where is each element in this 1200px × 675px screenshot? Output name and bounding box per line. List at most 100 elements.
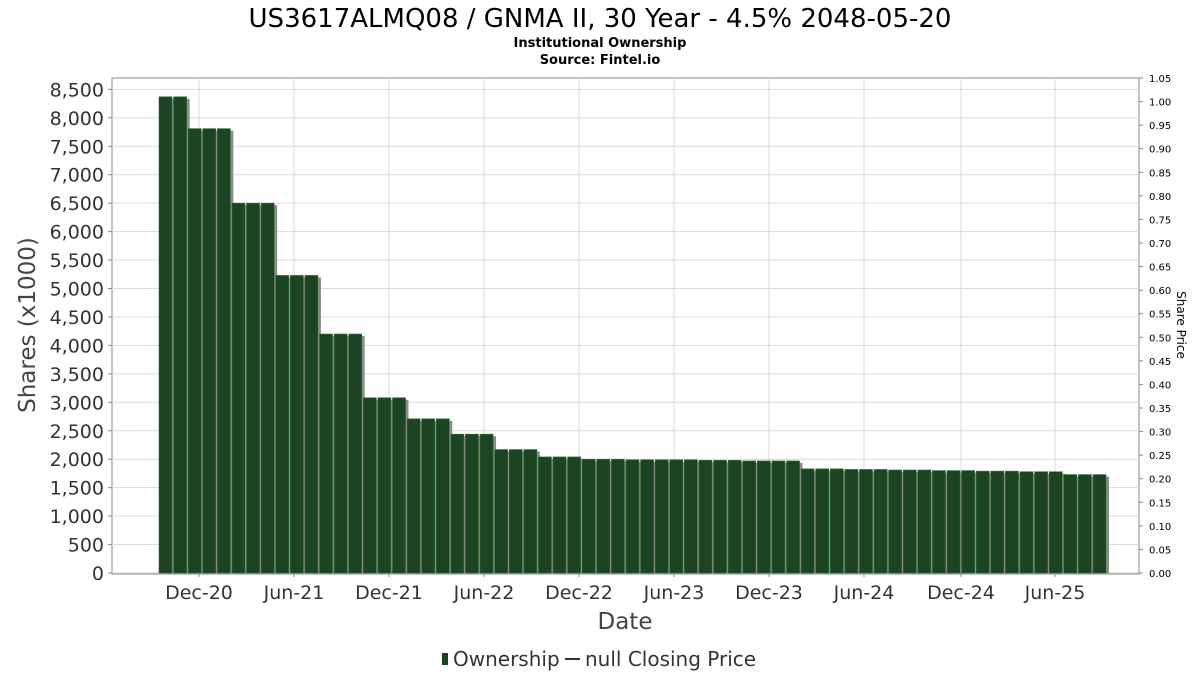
ownership-bar (494, 449, 508, 574)
ownership-bar (581, 458, 596, 574)
ownership-bar (538, 456, 552, 574)
y2-axis-ticks: 0.00 0.05 0.10 0.15 0.20 0.25 0.30 0.35 0.40 0.45… (1139, 74, 1171, 580)
ownership-bar (187, 128, 202, 574)
ownership-bar (859, 469, 873, 574)
ownership-bar (202, 128, 217, 574)
y2-tick-label: 0.25 (1149, 451, 1171, 462)
ownership-bar (392, 397, 406, 574)
y-tick-label: 7,500 (50, 136, 104, 158)
legend: Ownership null Closing Price (442, 647, 756, 671)
x-axis-ticks: Dec-20 Jun-21 Dec-21 Jun-22 Dec-22 Jun-23 Dec-… (165, 573, 1085, 604)
ownership-bar (348, 333, 363, 574)
legend-ownership-label: Ownership (453, 647, 560, 671)
ownership-bar (742, 460, 757, 574)
ownership-bar (917, 469, 932, 574)
x-tick-label: Jun-25 (1024, 582, 1086, 604)
x-tick-label: Dec-20 (165, 582, 233, 604)
ownership-bar (450, 433, 465, 574)
y-axis-label: Shares (x1000) (15, 237, 41, 413)
y-axis-ticks: 0 500 1,000 1,500 2,000 2,500 3,000 3,500 4,000 4… (50, 79, 112, 585)
ownership-bar (567, 456, 581, 574)
y-tick-label: 0 (92, 563, 104, 585)
ownership-bar (158, 96, 173, 574)
ownership-bar (757, 460, 771, 574)
y2-tick-label: 1.05 (1149, 74, 1171, 85)
ownership-bar (873, 469, 888, 574)
legend-ownership-swatch (442, 653, 448, 665)
ownership-bar (1078, 474, 1092, 574)
ownership-bar (684, 459, 698, 574)
x-tick-label: Dec-24 (927, 582, 995, 604)
chart-subtitle-2: Source: Fintel.io (540, 53, 661, 68)
y2-tick-label: 0.95 (1149, 121, 1171, 132)
ownership-bar (713, 460, 727, 574)
y2-tick-label: 0.70 (1149, 239, 1171, 250)
ownership-bar (830, 468, 844, 574)
y-tick-label: 6,500 (50, 193, 104, 215)
ownership-bar (246, 202, 260, 574)
y-tick-label: 2,000 (50, 449, 104, 471)
ownership-bar (844, 469, 859, 574)
y2-tick-label: 0.80 (1149, 192, 1171, 203)
y2-tick-label: 0.40 (1149, 380, 1171, 391)
ownership-bar (771, 460, 786, 574)
ownership-bar (611, 458, 625, 574)
ownership-bar (275, 275, 290, 574)
x-tick-label: Jun-22 (453, 582, 515, 604)
ownership-bar (260, 202, 275, 574)
y2-tick-label: 0.45 (1149, 357, 1171, 368)
y-tick-label: 2,500 (50, 421, 104, 443)
ownership-bar (625, 459, 640, 574)
ownership-bar (669, 459, 684, 574)
y2-tick-label: 0.60 (1149, 286, 1171, 297)
y-tick-label: 5,000 (50, 279, 104, 301)
y-tick-label: 5,500 (50, 250, 104, 272)
ownership-bar (552, 456, 567, 574)
ownership-bar (173, 96, 187, 574)
ownership-bar (1005, 470, 1019, 574)
y2-tick-label: 0.75 (1149, 215, 1171, 226)
ownership-bar (596, 458, 611, 574)
y2-axis-label: Share Price (1174, 291, 1188, 359)
ownership-bar (640, 459, 654, 574)
y-tick-label: 4,000 (50, 335, 104, 357)
ownership-bar (990, 470, 1005, 574)
y2-tick-label: 0.35 (1149, 404, 1171, 415)
ownership-bar (479, 433, 494, 574)
x-tick-label: Jun-21 (263, 582, 325, 604)
bar-series-ownership (158, 96, 1109, 574)
x-tick-label: Dec-22 (545, 582, 613, 604)
ownership-bar (319, 333, 333, 574)
y2-tick-label: 0.55 (1149, 310, 1171, 321)
ownership-bar (523, 449, 538, 574)
ownership-bar (815, 468, 830, 574)
y2-tick-label: 0.15 (1149, 498, 1171, 509)
y-tick-label: 8,000 (50, 108, 104, 130)
ownership-bar (1048, 471, 1063, 574)
ownership-bar (786, 460, 800, 574)
ownership-bar (975, 470, 990, 574)
y2-tick-label: 0.05 (1149, 545, 1171, 556)
ownership-bar (800, 468, 815, 574)
ownership-bar (1092, 474, 1107, 574)
ownership-bar (290, 275, 304, 574)
x-axis-label: Date (598, 609, 653, 635)
ownership-bar (377, 397, 392, 574)
y2-tick-label: 0.10 (1149, 522, 1171, 533)
y-tick-label: 6,000 (50, 222, 104, 244)
ownership-bar (1034, 471, 1048, 574)
ownership-bar (698, 460, 713, 574)
x-tick-label: Dec-23 (735, 582, 803, 604)
ownership-bar (435, 418, 450, 574)
ownership-bar (654, 459, 669, 574)
y2-tick-label: 0.65 (1149, 263, 1171, 274)
ownership-bar (902, 469, 917, 574)
chart-title: US3617ALMQ08 / GNMA II, 30 Year - 4.5% 2… (249, 4, 952, 34)
x-tick-label: Jun-23 (643, 582, 705, 604)
y-tick-label: 3,000 (50, 392, 104, 414)
y-tick-label: 1,000 (50, 506, 104, 528)
y-tick-label: 7,000 (50, 165, 104, 187)
chart-subtitle-1: Institutional Ownership (514, 36, 687, 51)
y2-tick-label: 0.85 (1149, 168, 1171, 179)
